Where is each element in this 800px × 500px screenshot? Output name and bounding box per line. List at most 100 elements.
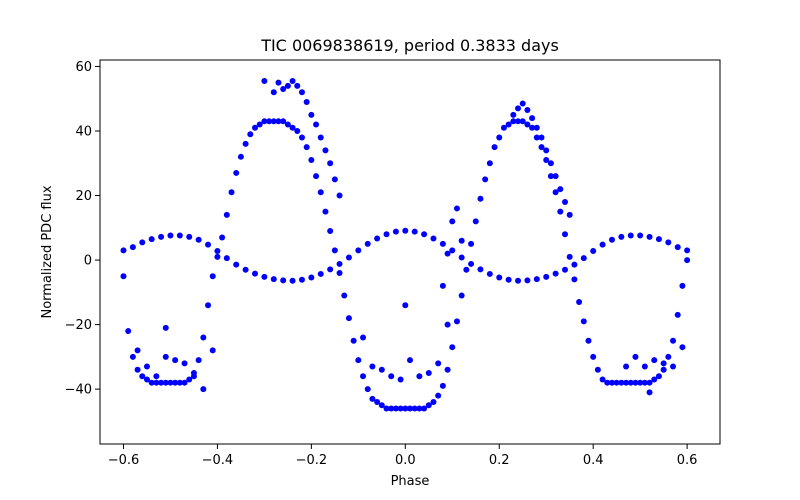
data-point [148, 379, 155, 386]
data-point [186, 376, 193, 383]
data-point [374, 399, 381, 406]
data-point [477, 266, 484, 273]
data-point [369, 363, 376, 370]
data-point [200, 334, 207, 341]
data-point [524, 121, 531, 128]
data-point [153, 379, 160, 386]
data-point [515, 105, 522, 112]
data-point [552, 270, 559, 277]
data-point [538, 144, 545, 151]
data-point [134, 347, 141, 354]
data-point [303, 98, 310, 105]
data-point [313, 121, 320, 128]
data-point [256, 121, 263, 128]
data-point [209, 347, 216, 354]
x-tick-label: −0.6 [108, 453, 140, 468]
data-point [576, 299, 583, 306]
data-point [665, 353, 672, 360]
data-point [317, 134, 324, 141]
data-point [331, 176, 338, 183]
x-tick-label: 0.2 [489, 453, 510, 468]
data-point [439, 240, 446, 247]
data-point [458, 237, 465, 244]
data-point [261, 118, 268, 125]
data-point [378, 402, 385, 409]
data-point [364, 386, 371, 393]
data-point [317, 189, 324, 196]
data-point [505, 276, 512, 283]
data-point [533, 276, 540, 283]
data-point [590, 248, 597, 255]
data-point [275, 118, 282, 125]
data-point [444, 250, 451, 257]
data-point [303, 144, 310, 151]
data-point [294, 127, 301, 134]
data-point [684, 247, 691, 254]
data-point [148, 236, 155, 243]
data-point [308, 274, 315, 281]
data-point [482, 176, 489, 183]
data-point [618, 233, 625, 240]
data-point [637, 232, 644, 239]
data-point [383, 231, 390, 238]
data-point [289, 124, 296, 131]
data-point [496, 274, 503, 281]
data-point [261, 273, 268, 280]
data-point [284, 82, 291, 89]
data-point [378, 366, 385, 373]
data-point [242, 266, 249, 273]
data-point [411, 228, 418, 235]
data-point [496, 134, 503, 141]
data-point [453, 318, 460, 325]
data-point [360, 334, 367, 341]
data-point [383, 405, 390, 412]
data-point [214, 253, 221, 260]
data-point [172, 357, 179, 364]
data-point [364, 240, 371, 247]
data-point [660, 360, 667, 367]
data-point [233, 169, 240, 176]
data-point [679, 344, 686, 351]
data-point [181, 360, 188, 367]
data-point [280, 118, 287, 125]
data-point [374, 235, 381, 242]
data-point [519, 100, 526, 107]
chart-title: TIC 0069838619, period 0.3833 days [260, 36, 559, 55]
data-point [557, 208, 564, 215]
data-point [223, 211, 230, 218]
data-point [571, 261, 578, 268]
x-tick-label: 0.6 [677, 453, 698, 468]
data-point [275, 79, 282, 86]
data-point [486, 160, 493, 167]
data-point [468, 240, 475, 247]
data-point [190, 373, 197, 380]
data-point [547, 173, 554, 180]
data-point [336, 269, 343, 276]
data-point [298, 89, 305, 96]
data-point [566, 211, 573, 218]
data-point [228, 189, 235, 196]
data-point [327, 228, 334, 235]
data-point [425, 402, 432, 409]
data-point [252, 270, 258, 277]
data-point [679, 282, 686, 289]
data-point [651, 357, 658, 364]
x-axis-ticks: −0.6 −0.4 −0.2 0.0 0.2 0.4 0.6 [108, 444, 698, 468]
data-point [298, 134, 305, 141]
data-point [449, 247, 456, 254]
data-point [280, 277, 287, 284]
data-point [195, 357, 202, 364]
data-point [205, 241, 212, 248]
data-point [613, 379, 620, 386]
data-point [158, 233, 165, 240]
data-point [533, 124, 540, 131]
data-point [270, 89, 277, 96]
data-point [402, 227, 409, 234]
data-point [594, 366, 601, 373]
y-tick-label: 20 [75, 189, 92, 204]
data-point [143, 376, 150, 383]
data-point [623, 363, 630, 370]
data-point [313, 173, 320, 180]
data-point [181, 379, 188, 386]
data-point [416, 373, 423, 380]
